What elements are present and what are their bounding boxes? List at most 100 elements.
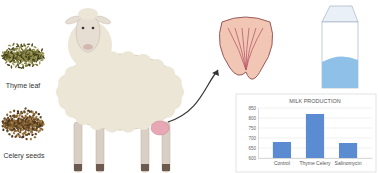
herb-particle <box>35 118 38 121</box>
carton-body <box>322 22 358 88</box>
herb-particle <box>27 43 31 45</box>
herb-particle <box>36 126 39 128</box>
herb-particle <box>38 52 42 55</box>
bar <box>339 143 357 158</box>
herb-particle <box>42 123 45 126</box>
herb-particle <box>16 43 20 47</box>
herb-particle <box>11 125 14 128</box>
herb-particle <box>29 131 32 134</box>
herb-particle <box>25 119 28 122</box>
herb-particle <box>1 125 4 128</box>
herb-particle <box>42 55 45 59</box>
herb-particle <box>32 125 35 128</box>
udder-outline <box>219 17 272 79</box>
x-tick: Salinomycin <box>335 158 362 166</box>
sheep-body <box>58 54 182 130</box>
herb-particle <box>22 132 25 135</box>
herb-particle <box>20 128 23 131</box>
graphical-abstract: Thyme leafCelery seedsMILK PRODUCTION600… <box>0 0 378 173</box>
herb-particle <box>25 115 27 118</box>
x-tick-label: Control <box>274 160 290 166</box>
herb-particle <box>17 52 20 56</box>
herb-particle <box>41 120 44 123</box>
herb-particle <box>39 61 41 65</box>
herb-particle <box>7 50 9 54</box>
herb-particle <box>17 120 20 123</box>
herb-particle <box>12 47 15 51</box>
herb-particle <box>37 120 40 123</box>
y-tick: 850 <box>248 106 258 111</box>
herb-particle <box>40 120 42 123</box>
herb-particle <box>25 133 28 136</box>
y-tick: 600 <box>248 156 258 161</box>
herb-particle <box>3 117 6 120</box>
sheep-hoof <box>141 164 149 171</box>
herb-particle <box>8 126 11 128</box>
herb-particle <box>8 133 11 136</box>
herb-particle <box>19 58 23 60</box>
udder-duct <box>235 28 246 70</box>
wool-tuft <box>104 117 120 133</box>
y-tick-label: 700 <box>248 136 256 141</box>
arrow <box>168 70 218 122</box>
herb-particle <box>5 60 8 64</box>
herb-particle <box>41 51 45 55</box>
herb-particle <box>12 59 16 62</box>
herb-particle <box>23 111 26 114</box>
herb-particle <box>21 59 23 63</box>
herb-particle <box>11 118 14 121</box>
sheep-topknot <box>78 8 98 20</box>
herb-particle <box>35 126 38 129</box>
sheep-hoof <box>96 164 104 171</box>
herb-particle <box>6 129 9 132</box>
herb-particle <box>21 119 24 122</box>
herb-particle <box>7 56 11 60</box>
herb-particle <box>21 59 25 62</box>
herb-particle <box>25 47 27 51</box>
x-tick: Thyme Celery <box>299 158 331 166</box>
herb-particle <box>2 128 5 131</box>
herb-particle <box>21 128 24 131</box>
herb-particle <box>14 135 17 138</box>
herb-particle <box>8 124 11 127</box>
sheep-hoof <box>74 164 82 171</box>
herb-particle <box>34 136 37 138</box>
herb-particle <box>27 126 30 129</box>
herb-particle <box>19 112 22 115</box>
herb-particle <box>32 114 35 117</box>
x-tick-label: Salinomycin <box>335 160 362 166</box>
herb-particle <box>2 51 5 55</box>
herb-particle <box>22 119 25 121</box>
herb-particle <box>35 111 38 114</box>
y-tick-label: 850 <box>248 106 256 111</box>
herb-particle <box>15 126 18 129</box>
herb-particle <box>19 126 22 129</box>
herb-particle <box>33 118 36 121</box>
herb-particle <box>13 109 16 112</box>
herb-particle <box>23 57 26 61</box>
herb-particle <box>23 56 27 60</box>
sheep-nose <box>83 44 93 50</box>
herb-particle <box>7 64 11 67</box>
herb-particle <box>17 129 20 132</box>
sheep-eye <box>92 27 95 30</box>
herb-particle <box>12 61 16 63</box>
y-tick: 700 <box>248 136 258 141</box>
herb-particle <box>17 51 19 55</box>
sheep-leg <box>74 122 82 172</box>
herb-particle <box>29 138 32 141</box>
herb-particle <box>31 133 34 136</box>
herb-particle <box>17 63 20 67</box>
herb-particle <box>6 113 9 116</box>
y-tick: 650 <box>248 146 258 151</box>
y-tick: 750 <box>248 126 258 131</box>
herb-particle <box>25 52 29 55</box>
x-tick: Control <box>274 158 290 166</box>
herb-particle <box>23 43 26 47</box>
herb-particle <box>11 135 13 138</box>
herb-particle <box>25 137 28 140</box>
udder-section <box>219 17 272 79</box>
herb-particle <box>9 111 12 114</box>
herb-particle <box>30 119 33 122</box>
wool-tuft <box>135 114 151 130</box>
